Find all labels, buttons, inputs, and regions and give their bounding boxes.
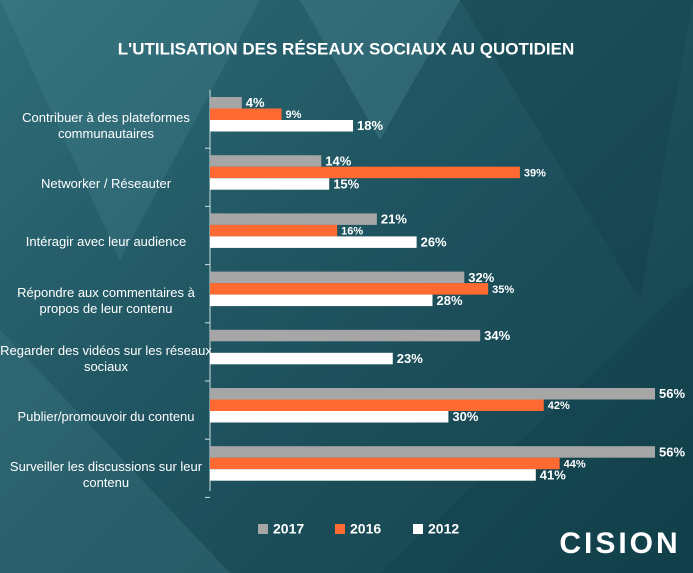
value-label: 15% bbox=[333, 176, 359, 191]
logo: CISION bbox=[559, 527, 680, 560]
value-label: 39% bbox=[524, 167, 546, 179]
bar bbox=[210, 329, 481, 342]
bar bbox=[210, 120, 354, 132]
category-label: Publier/promouvoir du contenu bbox=[17, 409, 195, 424]
value-label: 26% bbox=[421, 235, 447, 250]
legend-label: 2017 bbox=[273, 521, 304, 537]
value-label: 23% bbox=[397, 351, 423, 366]
value-label: 32% bbox=[468, 270, 494, 285]
value-label: 34% bbox=[484, 328, 510, 343]
value-label: 28% bbox=[437, 293, 463, 308]
category-label: Networker / Réseauter bbox=[40, 176, 172, 192]
category-label: Intéragir avec leur audience bbox=[25, 234, 187, 250]
category-label: Regarder des vidéos sur les réseaux soci… bbox=[0, 342, 212, 374]
bar bbox=[210, 166, 520, 179]
bar bbox=[210, 469, 536, 481]
bar bbox=[210, 388, 655, 400]
bar bbox=[210, 108, 282, 120]
value-label: 44% bbox=[564, 458, 586, 470]
bar bbox=[210, 283, 489, 295]
category-label: Surveiller les discussions sur leur cont… bbox=[9, 459, 203, 491]
legend-swatch bbox=[335, 524, 345, 534]
legend-label: 2016 bbox=[350, 521, 381, 537]
value-label: 30% bbox=[452, 409, 478, 424]
value-label: 21% bbox=[381, 212, 407, 227]
bar bbox=[210, 236, 417, 248]
category-label: Contribuer à des plateformes communautai… bbox=[22, 110, 190, 141]
bar bbox=[210, 352, 393, 365]
value-label: 56% bbox=[659, 386, 685, 401]
bar bbox=[210, 446, 655, 458]
value-label: 14% bbox=[325, 153, 351, 168]
value-label: 16% bbox=[341, 226, 363, 238]
bar bbox=[210, 155, 322, 167]
bar bbox=[210, 97, 242, 109]
bar bbox=[210, 294, 433, 307]
bar bbox=[210, 224, 338, 237]
bar bbox=[210, 178, 330, 190]
value-label: 4% bbox=[246, 95, 265, 110]
category-label: Répondre aux commentaires à propos de le… bbox=[17, 284, 195, 316]
bar bbox=[210, 411, 449, 423]
bar bbox=[210, 271, 465, 284]
chart-title: L'UTILISATION DES RÉSEAUX SOCIAUX AU QUO… bbox=[118, 39, 574, 58]
value-label: 56% bbox=[659, 444, 685, 459]
legend-swatch bbox=[258, 524, 268, 534]
legend-swatch bbox=[413, 524, 423, 534]
legend-label: 2012 bbox=[428, 521, 459, 537]
value-label: 18% bbox=[357, 118, 383, 133]
value-label: 35% bbox=[492, 284, 514, 296]
value-label: 42% bbox=[548, 400, 570, 412]
value-label: 9% bbox=[286, 109, 302, 121]
bar bbox=[210, 399, 544, 411]
bar bbox=[210, 457, 560, 470]
bar bbox=[210, 213, 377, 225]
value-label: 41% bbox=[540, 467, 566, 482]
